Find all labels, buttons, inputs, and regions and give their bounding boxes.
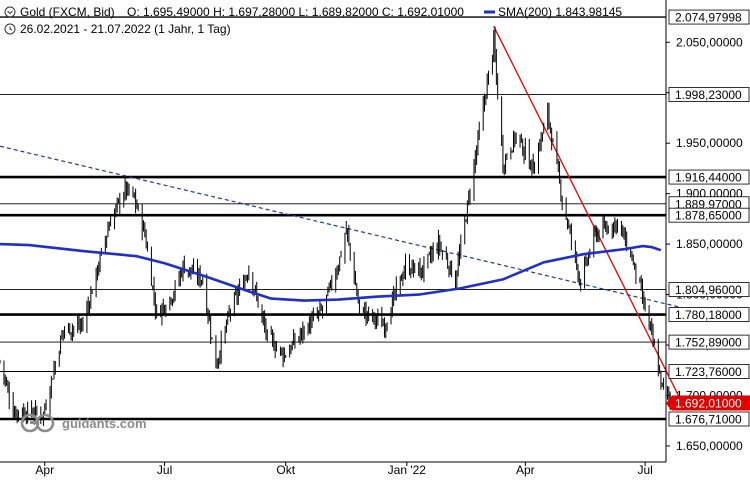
x-tick-label-0: Apr (35, 463, 54, 477)
downtrend-line (493, 25, 683, 403)
guidants-logo-icon (20, 413, 55, 433)
trend-lines (0, 25, 683, 403)
level-label-0: 2.074,97998 (675, 11, 742, 25)
sma-line-group (0, 242, 662, 302)
level-box-2 (668, 169, 750, 185)
close-price-marker (666, 395, 750, 411)
level-label-9: 1.676,71000 (675, 412, 742, 426)
level-label-4: 1.878,65000 (675, 209, 742, 223)
sma200-line (0, 242, 662, 302)
level-box-4 (668, 207, 750, 223)
x-tick-label-2: Okt (276, 463, 295, 477)
chart-header: Gold (FXCM, Bid) O: 1.695,49000 H: 1.697… (4, 5, 622, 36)
level-label-6: 1.780,18000 (675, 308, 742, 322)
y-tick-label-8: 2.050,00000 (676, 35, 743, 49)
sma-legend: SMA(200) 1.843,98145 (498, 5, 622, 19)
collapse-icon[interactable] (4, 6, 16, 18)
level-box-8 (668, 364, 750, 379)
x-tick-label-4: Apr (516, 463, 535, 477)
x-axis: Apr Jul Okt Jan '22 Apr Jul (0, 461, 666, 477)
level-label-5: 1.804,96000 (675, 283, 742, 297)
level-box-1 (668, 87, 750, 102)
watermark: guidants.com (20, 413, 147, 433)
level-box-0 (668, 9, 750, 25)
dashed-trend-line (0, 145, 683, 309)
watermark-text: guidants.com (62, 416, 147, 431)
level-box-9 (668, 411, 750, 427)
instrument-title: Gold (FXCM, Bid) (20, 5, 115, 19)
level-label-3: 1.889,97000 (675, 197, 742, 211)
level-box-7 (668, 334, 750, 350)
y-tick-label-0: 1.650,00000 (676, 439, 743, 453)
close-price-label: 1.692,01000 (675, 397, 742, 411)
level-label-1: 1.998,23000 (675, 88, 742, 102)
x-tick-label-1: Jul (157, 463, 172, 477)
x-tick-label-3: Jan '22 (388, 463, 427, 477)
level-label-2: 1.916,44000 (675, 171, 742, 185)
support-resistance-levels (0, 16, 666, 421)
candles (0, 26, 672, 427)
clock-icon (4, 23, 16, 35)
y-tick-label-6: 1.950,00000 (676, 136, 743, 150)
x-tick-label-5: Jul (637, 463, 652, 477)
y-tick-label-4: 1.850,00000 (676, 237, 743, 251)
level-box-6 (668, 307, 750, 322)
period-label: 26.02.2021 - 21.07.2022 (1 Jahr, 1 Tag) (20, 22, 231, 36)
level-box-5 (668, 282, 750, 297)
level-label-8: 1.723,76000 (675, 365, 742, 379)
ohlc-values: O: 1.695,49000 H: 1.697,28000 L: 1.689,8… (127, 5, 464, 19)
level-label-7: 1.752,89000 (675, 336, 742, 350)
y-axis: 1.650,000001.700,000001.750,000001.800,0… (665, 0, 750, 462)
